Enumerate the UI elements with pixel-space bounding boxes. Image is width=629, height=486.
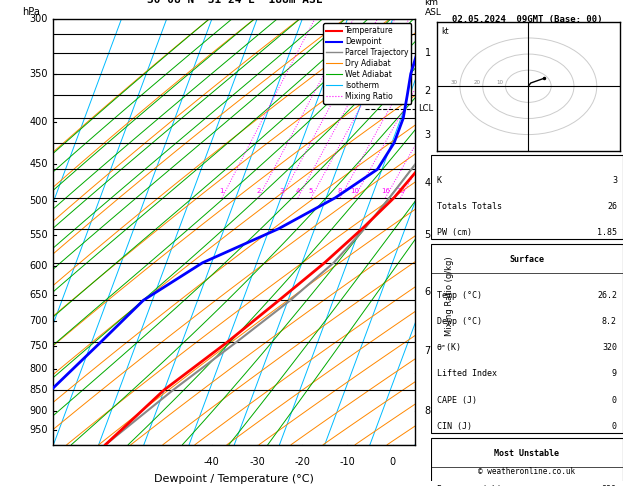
Text: Dewpoint / Temperature (°C): Dewpoint / Temperature (°C) (154, 474, 314, 485)
Text: 10: 10 (350, 188, 359, 193)
Text: 26: 26 (607, 202, 617, 211)
Text: 0: 0 (612, 422, 617, 431)
Text: 550: 550 (30, 230, 48, 241)
Text: 500: 500 (30, 196, 48, 207)
Text: 26.2: 26.2 (597, 291, 617, 300)
Text: 320: 320 (602, 343, 617, 352)
Text: © weatheronline.co.uk: © weatheronline.co.uk (478, 468, 576, 476)
Text: 2: 2 (257, 188, 261, 193)
Text: -10: -10 (340, 457, 355, 468)
Text: 450: 450 (30, 159, 48, 169)
Bar (431, 438, 623, 486)
Text: 8.2: 8.2 (602, 317, 617, 326)
Text: 3: 3 (425, 130, 431, 140)
Text: 8: 8 (425, 406, 431, 416)
Text: 800: 800 (30, 364, 48, 374)
Text: 400: 400 (30, 117, 48, 127)
Text: 3: 3 (612, 175, 617, 185)
Text: 1.85: 1.85 (597, 228, 617, 237)
Text: Surface: Surface (509, 256, 544, 264)
Text: 5: 5 (309, 188, 313, 193)
Text: 1: 1 (425, 49, 431, 58)
Text: Most Unstable: Most Unstable (494, 450, 559, 458)
Text: Lifted Index: Lifted Index (437, 369, 497, 379)
Text: 700: 700 (30, 316, 48, 326)
Text: 850: 850 (30, 385, 48, 396)
Text: 30: 30 (450, 80, 458, 85)
Text: 7: 7 (425, 346, 431, 356)
Text: 0: 0 (612, 396, 617, 405)
Text: Dewp (°C): Dewp (°C) (437, 317, 482, 326)
Text: Totals Totals: Totals Totals (437, 202, 501, 211)
Text: kt: kt (442, 27, 449, 35)
Text: 650: 650 (30, 290, 48, 300)
Text: 600: 600 (30, 261, 48, 271)
Text: 900: 900 (30, 406, 48, 416)
Text: θᵉ(K): θᵉ(K) (437, 343, 462, 352)
Text: 350: 350 (30, 69, 48, 79)
Legend: Temperature, Dewpoint, Parcel Trajectory, Dry Adiabat, Wet Adiabat, Isotherm, Mi: Temperature, Dewpoint, Parcel Trajectory… (323, 23, 411, 104)
Text: 4: 4 (425, 178, 431, 188)
Text: 6: 6 (425, 287, 431, 297)
Text: 950: 950 (30, 425, 48, 435)
Text: 0: 0 (389, 457, 396, 468)
Text: Mixing Ratio (g/kg): Mixing Ratio (g/kg) (445, 256, 454, 336)
Text: 3: 3 (279, 188, 284, 193)
Text: PW (cm): PW (cm) (437, 228, 472, 237)
Text: 8: 8 (338, 188, 342, 193)
Text: 750: 750 (30, 341, 48, 351)
Text: 16: 16 (381, 188, 390, 193)
Text: 9: 9 (612, 369, 617, 379)
Text: 990: 990 (602, 485, 617, 486)
Bar (431, 156, 623, 239)
Text: -40: -40 (204, 457, 220, 468)
Text: 300: 300 (30, 15, 48, 24)
Text: -20: -20 (294, 457, 310, 468)
Text: -30: -30 (249, 457, 265, 468)
Text: 20: 20 (396, 188, 405, 193)
Bar (431, 244, 623, 433)
Text: LCL: LCL (418, 104, 433, 113)
Text: 2: 2 (425, 86, 431, 96)
Text: hPa: hPa (22, 7, 40, 17)
Text: 4: 4 (296, 188, 300, 193)
Text: 20: 20 (474, 80, 481, 85)
Text: K: K (437, 175, 442, 185)
Text: CIN (J): CIN (J) (437, 422, 472, 431)
Text: Temp (°C): Temp (°C) (437, 291, 482, 300)
Text: km
ASL: km ASL (425, 0, 442, 17)
Text: 30°08'N  31°24'E  188m ASL: 30°08'N 31°24'E 188m ASL (147, 0, 322, 5)
Text: 10: 10 (496, 80, 503, 85)
Text: Pressure (mb): Pressure (mb) (437, 485, 501, 486)
Text: 02.05.2024  09GMT (Base: 00): 02.05.2024 09GMT (Base: 00) (452, 16, 602, 24)
Text: 1: 1 (220, 188, 224, 193)
Text: 5: 5 (425, 230, 431, 241)
Text: CAPE (J): CAPE (J) (437, 396, 477, 405)
